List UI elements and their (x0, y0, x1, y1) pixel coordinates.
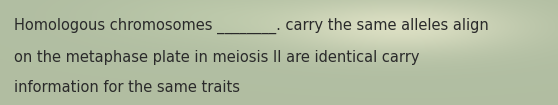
Text: Homologous chromosomes ________. carry the same alleles align: Homologous chromosomes ________. carry t… (14, 18, 489, 34)
Text: on the metaphase plate in meiosis II are identical carry: on the metaphase plate in meiosis II are… (14, 50, 420, 65)
Text: information for the same traits: information for the same traits (14, 80, 240, 95)
